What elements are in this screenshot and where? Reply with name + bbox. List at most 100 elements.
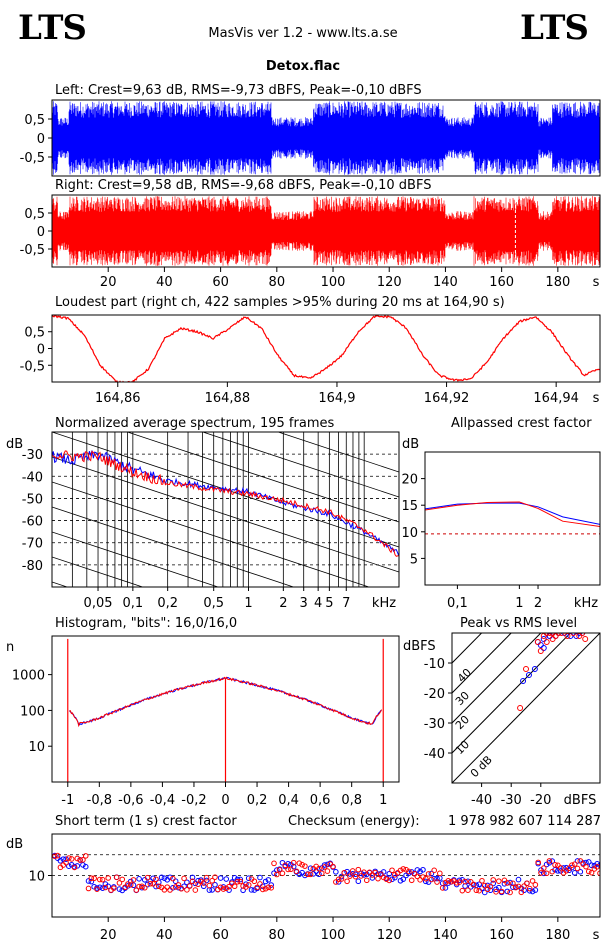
spectrum-slope-line [52,506,295,587]
spectrum-slope-line [52,456,399,573]
crest-point-1 [279,870,286,877]
crest-point-1 [462,878,468,885]
right-xtick-label: 120 [377,275,402,290]
spectrum-ytick-label: -60 [22,515,43,530]
crest-point-1 [465,887,471,893]
crest-point-1 [226,883,232,890]
peakrms-point-1 [517,705,524,711]
crest-point-1 [276,866,283,873]
peakrms-diagonal-label: 10 [453,738,472,757]
right-xtick-label: 100 [321,275,346,290]
peakrms-ytick-label: -10 [424,657,445,672]
crest-point-0 [496,884,502,891]
histogram-xtick-label: -0,4 [150,793,175,808]
left-wave-group [52,101,600,175]
crest-point-1 [282,862,289,869]
crest-point-0 [529,888,536,895]
crest-xtick-label: 40 [156,928,173,943]
crest-point-0 [574,858,581,864]
peakrms-point-1 [552,633,559,639]
crest-point-1 [147,880,154,887]
crest-point-1 [498,888,505,895]
allpass-title: Allpassed crest factor [451,416,592,431]
crest-point-1 [425,871,432,877]
crest-xtick-label: 120 [377,928,402,943]
right-xtick-label: 40 [156,275,173,290]
allpass-xtick-label: 2 [534,596,542,611]
crest-point-1 [229,880,235,887]
peakrms-ytick-label: -20 [424,687,445,702]
crest-point-0 [386,870,393,877]
crest-point-0 [248,887,255,893]
histogram-title: Histogram, "bits": 16,0/16,0 [55,616,237,631]
crest-point-0 [105,883,112,890]
crest-point-0 [484,882,491,889]
crest-point-0 [571,870,578,876]
peakrms-diagonal-label: 20 [453,713,472,732]
crest-point-1 [538,870,544,876]
crest-xtick-label: 100 [321,928,346,943]
crest-point-0 [555,868,561,874]
crest-point-1 [338,876,345,882]
crest-point-0 [543,861,550,868]
peakrms-diagonal-label: 0 dB [468,753,495,780]
crest-point-0 [400,876,407,882]
crest-point-0 [597,862,600,869]
crest-point-1 [122,884,128,891]
crest-point-1 [378,871,384,878]
crest-title: Short term (1 s) crest factor [55,814,237,829]
crest-point-0 [501,881,508,887]
crest-point-1 [318,870,325,877]
crest-point-1 [476,887,482,894]
crest-point-1 [212,874,218,880]
crest-point-1 [234,878,241,885]
crest-point-0 [316,871,322,878]
crest-point-0 [355,878,362,885]
histogram-xtick-label: -0,6 [118,793,143,808]
crest-point-0 [445,880,452,886]
crest-point-0 [167,874,173,881]
crest-point-0 [406,870,412,876]
crest-point-1 [119,876,126,883]
crest-point-0 [515,876,522,883]
histogram-xtick-label: 0,8 [341,793,362,808]
crest-point-1 [136,883,142,890]
crest-point-0 [130,882,137,889]
crest-point-1 [102,884,109,891]
crest-point-0 [189,874,196,881]
crest-point-0 [271,870,277,876]
crest-point-1 [380,874,387,881]
crest-point-1 [400,866,407,872]
crest-point-0 [434,875,440,882]
peakrms-point-0 [540,645,547,651]
peakrms-point-1 [543,633,550,636]
crest-point-0 [397,877,404,884]
crest-point-0 [195,877,201,884]
crest-point-1 [141,884,148,891]
crest-point-0 [422,878,429,885]
histogram-xtick-label: 0,4 [278,793,299,808]
left-title: Left: Crest=9,63 dB, RMS=-9,73 dBFS, Pea… [55,83,422,98]
crest-point-1 [529,878,536,884]
spectrum-series-1 [52,450,399,557]
loudest-xtick-label: 164,86 [95,391,141,406]
crest-point-1 [439,885,446,891]
crest-point-1 [150,881,156,887]
crest-point-1 [479,877,485,884]
peakrms-point-0 [576,633,583,636]
crest-point-1 [594,863,600,870]
left-ytick-label: -0,5 [20,151,45,166]
loudest-ytick-label: -0,5 [20,359,45,374]
crest-point-0 [223,876,230,882]
crest-point-1 [344,878,350,885]
crest-xunit-label: s [593,928,600,943]
spectrum-slope-line [201,432,399,498]
crest-point-1 [358,873,364,879]
crest-point-0 [212,881,218,888]
crest-point-0 [296,871,303,878]
crest-point-1 [585,868,592,875]
crest-point-1 [262,885,269,892]
crest-point-1 [467,879,474,885]
crest-point-0 [532,887,539,893]
crest-point-0 [414,867,421,873]
